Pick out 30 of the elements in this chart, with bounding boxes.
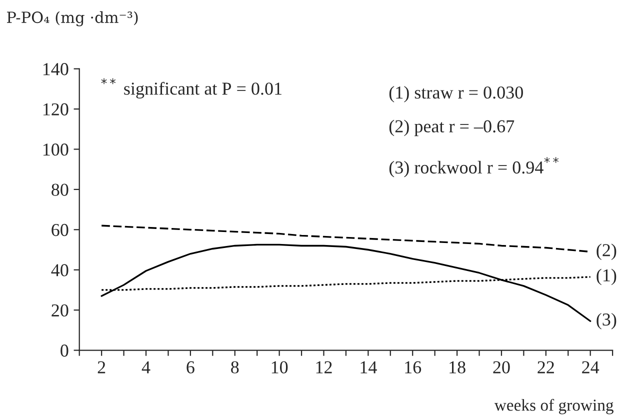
x-tick-label: 4 <box>142 361 150 374</box>
y-tick-label: 80 <box>52 184 68 196</box>
annotation: (1) straw r = 0.030 <box>389 86 523 102</box>
x-tick-label: 14 <box>360 361 377 374</box>
series-label: (2) <box>596 244 616 260</box>
annotation: (2) peat r = –0.67 <box>389 120 514 136</box>
x-tick-label: 10 <box>272 361 288 374</box>
x-tick-label: 22 <box>538 361 554 374</box>
annotation: $^{**}$ significant at P = 0.01 <box>101 78 282 98</box>
x-tick-label: 8 <box>231 361 239 374</box>
y-tick-label: 40 <box>51 264 68 276</box>
y-axis-title: P-PO₄ (mg ·dm⁻³) <box>7 11 138 26</box>
y-tick-label: 20 <box>52 304 68 317</box>
x-tick-label: 12 <box>316 361 332 374</box>
y-tick-label: 0 <box>60 344 68 357</box>
y-tick-label: 100 <box>43 143 68 156</box>
annotation: (3) rockwool r = 0.94$^{**}$ <box>389 157 559 178</box>
y-tick-label: 60 <box>52 224 68 236</box>
x-tick-label: 2 <box>98 361 106 374</box>
y-tick-label: 140 <box>43 63 68 76</box>
y-tick-label: 120 <box>43 103 68 116</box>
line-series <box>100 244 592 322</box>
x-tick-label: 18 <box>450 361 466 374</box>
x-tick-label: 16 <box>405 361 422 374</box>
x-axis-title: weeks of growing <box>494 398 614 414</box>
series-label: (3) <box>596 312 616 330</box>
series-label: (1) <box>596 268 616 286</box>
x-tick-label: 24 <box>582 361 600 374</box>
x-tick-label: 20 <box>493 361 510 374</box>
x-tick-label: 6 <box>186 361 194 374</box>
